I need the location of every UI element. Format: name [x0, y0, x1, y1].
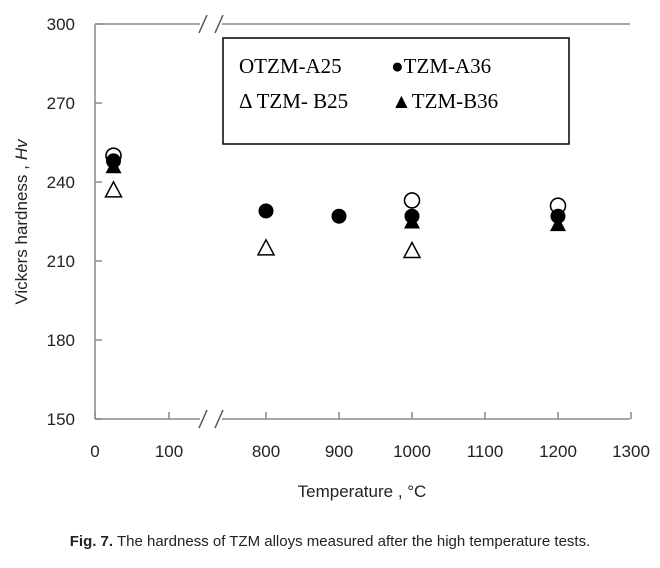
x-tick-label: 100	[155, 442, 183, 461]
caption-text: The hardness of TZM alloys measured afte…	[113, 533, 591, 550]
point-tzm-b36	[404, 213, 420, 229]
point-tzm-a36	[331, 208, 347, 224]
axis-break-mark-bottom-1	[198, 409, 208, 429]
y-tick-label: 210	[47, 252, 75, 271]
y-tick-label: 150	[47, 410, 75, 429]
point-tzm-b25	[104, 180, 123, 198]
figure-caption: Fig. 7. The hardness of TZM alloys measu…	[0, 533, 660, 550]
axis-break-mark-top-1	[198, 14, 208, 34]
y-tick-label: 180	[47, 331, 75, 350]
x-tick-label: 800	[252, 442, 280, 461]
x-tick-label: 1200	[539, 442, 577, 461]
point-tzm-b36	[105, 158, 122, 174]
y-axis-title: Vickers hardness ,Hv	[12, 138, 31, 305]
x-tick-label: 900	[325, 442, 353, 461]
x-axis-title: Temperature , °C	[298, 482, 427, 501]
y-tick-label: 270	[47, 94, 75, 113]
legend-box	[222, 37, 570, 145]
x-tick-label: 0	[90, 442, 99, 461]
x-tick-label: 1000	[393, 442, 431, 461]
point-tzm-b25	[256, 238, 276, 256]
x-tick-label: 1100	[467, 442, 504, 461]
legend-entry-b25: Δ TZM- B25	[239, 89, 348, 113]
y-tick-label: 240	[47, 173, 75, 192]
legend-entry-a25: OTZM-A25	[239, 54, 342, 78]
point-tzm-b25	[402, 240, 422, 259]
legend-entry-b36: ▲TZM-B36	[391, 89, 498, 113]
legend-entry-a36: ●TZM-A36	[391, 54, 491, 78]
point-tzm-b36	[550, 216, 566, 232]
x-tick-label: 1300	[612, 442, 650, 461]
caption-label: Fig. 7.	[69, 533, 114, 550]
y-tick-label: 300	[47, 15, 75, 34]
point-tzm-a25	[403, 192, 421, 209]
chart-area: 150 180 210 240 270 300 0 100 800 900 1000 1100 120…	[12, 14, 650, 501]
axis-break-mark-top-2	[214, 14, 224, 34]
axis-break-mark-bottom-2	[214, 409, 224, 429]
point-tzm-a36	[258, 203, 274, 219]
